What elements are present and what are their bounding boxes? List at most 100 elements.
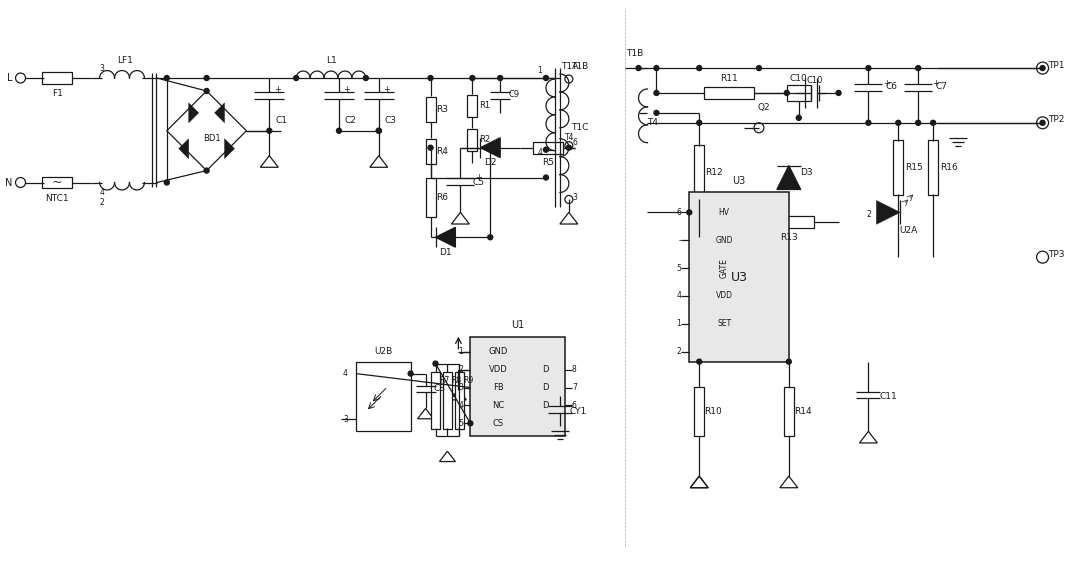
- Bar: [455, 372, 464, 429]
- Circle shape: [294, 76, 299, 81]
- Text: 4: 4: [343, 369, 348, 378]
- Circle shape: [566, 145, 571, 150]
- Text: D: D: [542, 383, 549, 392]
- Text: 1: 1: [676, 319, 681, 328]
- Circle shape: [636, 66, 642, 70]
- Bar: [694, 387, 704, 436]
- Text: 2: 2: [459, 365, 463, 374]
- Text: 6: 6: [676, 208, 681, 217]
- Circle shape: [654, 91, 659, 95]
- Text: +: +: [274, 85, 281, 95]
- Bar: [893, 140, 903, 195]
- Circle shape: [916, 66, 920, 70]
- Text: FB: FB: [492, 383, 503, 392]
- Circle shape: [164, 180, 170, 185]
- Text: R16: R16: [941, 163, 958, 172]
- Text: R5: R5: [542, 158, 554, 167]
- Text: -: -: [678, 236, 681, 245]
- Circle shape: [363, 76, 368, 81]
- Circle shape: [836, 91, 841, 95]
- Text: L1: L1: [326, 55, 336, 65]
- Circle shape: [204, 168, 210, 173]
- Circle shape: [654, 66, 659, 70]
- Bar: [534, 142, 563, 153]
- Bar: [443, 372, 451, 429]
- Circle shape: [697, 66, 702, 70]
- Text: D3: D3: [800, 168, 813, 177]
- Text: R3: R3: [436, 106, 448, 114]
- Text: NTC1: NTC1: [45, 194, 69, 203]
- Circle shape: [697, 121, 702, 125]
- Text: R6: R6: [436, 193, 448, 202]
- Text: R10: R10: [704, 407, 723, 416]
- Text: U2B: U2B: [374, 347, 392, 356]
- Text: C2: C2: [345, 117, 356, 125]
- Text: D1: D1: [440, 248, 451, 257]
- Bar: [704, 87, 754, 99]
- Text: C6: C6: [886, 83, 897, 92]
- Text: 3: 3: [99, 63, 105, 73]
- Text: R9: R9: [463, 376, 473, 385]
- Circle shape: [470, 76, 475, 81]
- Text: +: +: [933, 80, 940, 88]
- Circle shape: [543, 175, 549, 180]
- Circle shape: [428, 76, 433, 81]
- Text: C10: C10: [807, 76, 823, 84]
- Text: 7: 7: [571, 383, 577, 392]
- Circle shape: [796, 115, 801, 121]
- Bar: [694, 145, 704, 200]
- Circle shape: [654, 110, 659, 115]
- Bar: [764, 216, 813, 228]
- Text: R2: R2: [478, 135, 490, 144]
- Text: C8: C8: [433, 384, 445, 393]
- Text: C7: C7: [935, 83, 947, 92]
- Text: D: D: [542, 365, 549, 374]
- Text: GATE: GATE: [719, 258, 729, 278]
- Circle shape: [895, 121, 901, 125]
- Circle shape: [337, 128, 341, 133]
- Text: R14: R14: [794, 407, 811, 416]
- Text: ~: ~: [52, 176, 63, 189]
- Circle shape: [697, 359, 702, 364]
- Polygon shape: [179, 138, 189, 159]
- Circle shape: [488, 145, 492, 150]
- Text: R7: R7: [440, 376, 449, 385]
- Text: BD1: BD1: [203, 134, 220, 143]
- Circle shape: [786, 359, 792, 364]
- Circle shape: [543, 76, 549, 81]
- Text: C3: C3: [384, 117, 396, 125]
- Text: 4: 4: [99, 188, 105, 197]
- Text: R4: R4: [436, 147, 448, 156]
- Text: C10: C10: [789, 73, 808, 83]
- Text: R12: R12: [705, 168, 723, 177]
- Text: 5: 5: [459, 419, 463, 428]
- Polygon shape: [481, 138, 500, 158]
- Circle shape: [784, 91, 789, 95]
- Text: +: +: [475, 173, 482, 182]
- Text: U3: U3: [730, 271, 747, 283]
- Text: C5: C5: [472, 178, 484, 187]
- Circle shape: [488, 235, 492, 239]
- Text: SET: SET: [717, 319, 731, 328]
- Text: +: +: [343, 85, 350, 95]
- Circle shape: [433, 361, 438, 366]
- Text: 1: 1: [538, 66, 542, 74]
- Circle shape: [687, 210, 692, 215]
- Text: NC: NC: [492, 401, 504, 410]
- Text: R8: R8: [451, 376, 461, 385]
- Text: +: +: [383, 85, 390, 95]
- Text: VDD: VDD: [489, 365, 508, 374]
- Bar: [468, 95, 477, 117]
- Text: R15: R15: [905, 163, 923, 172]
- Text: 8: 8: [571, 365, 577, 374]
- Circle shape: [756, 66, 761, 70]
- Text: VDD: VDD: [716, 291, 732, 301]
- Polygon shape: [435, 227, 456, 247]
- Text: 3: 3: [343, 415, 348, 424]
- Text: L: L: [8, 73, 13, 83]
- Text: 4: 4: [538, 148, 542, 157]
- Text: F1: F1: [52, 89, 63, 99]
- Text: T1C: T1C: [571, 123, 589, 132]
- Circle shape: [428, 145, 433, 150]
- Bar: [468, 129, 477, 151]
